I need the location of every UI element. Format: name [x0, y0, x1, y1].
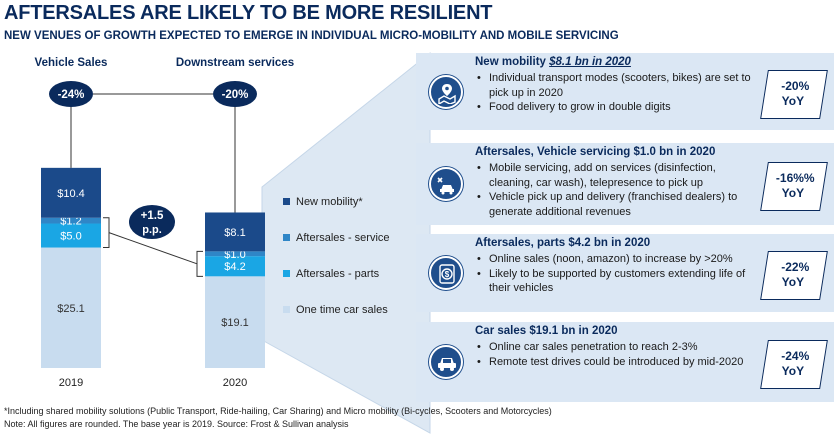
bar-2020-2: [205, 251, 265, 257]
legend-swatch: [283, 234, 290, 241]
legend-label: Aftersales - service: [296, 232, 390, 244]
legend-label: New mobility*: [296, 196, 363, 208]
gain-value: +1.5: [141, 210, 164, 222]
legend-label: One time car sales: [296, 304, 388, 316]
gain-connector: [108, 232, 198, 265]
gain-unit: p.p.: [142, 224, 162, 236]
card-heading-text: Aftersales, parts $4.2 bn in 2020: [475, 237, 651, 249]
insight-card: New mobility $8.1 bn in 2020 Individual t…: [416, 53, 834, 130]
card-bullets: Online sales (noon, amazon) to increase …: [475, 252, 760, 296]
card-heading-text: Car sales $19.1 bn in 2020: [475, 325, 618, 337]
card-bullets: Online car sales penetration to reach 2-…: [475, 340, 760, 369]
bar-label: $1.2: [60, 216, 81, 228]
change-oval: [49, 81, 93, 107]
column-header-vehicle-sales: Vehicle Sales: [35, 57, 108, 69]
card-heading: Car sales $19.1 bn in 2020: [475, 325, 618, 337]
bar-2020-3: [205, 212, 265, 252]
bracket-2019: [103, 217, 110, 249]
bar-label: $5.0: [60, 231, 81, 243]
card-bullet: Food delivery to grow in double digits: [475, 100, 760, 115]
parts-dollar-icon: $: [429, 256, 463, 290]
yoy-value: -24%: [781, 349, 810, 363]
x-tick-label: 2019: [59, 377, 83, 389]
bar-label: $4.2: [224, 261, 245, 273]
bar-2020-1: [205, 256, 265, 277]
yoy-box: -20% YoY: [760, 70, 828, 119]
card-bullets: Mobile servicing, add on services (disin…: [475, 161, 760, 219]
bar-label: $8.1: [224, 227, 245, 239]
gain-oval: [129, 205, 175, 239]
yoy-value: -16%%: [775, 171, 815, 185]
yoy-box: -16%% YoY: [760, 162, 828, 211]
yoy-value: -20%: [781, 79, 810, 93]
legend-swatch: [283, 198, 290, 205]
yoy-box: -24% YoY: [760, 340, 828, 389]
insight-card: $ Aftersales, parts $4.2 bn in 2020 Online…: [416, 234, 834, 312]
legend-label: Aftersales - parts: [296, 268, 380, 280]
yoy-label: YoY: [781, 275, 805, 289]
card-bullet: Online sales (noon, amazon) to increase …: [475, 252, 760, 267]
yoy-label: YoY: [781, 364, 805, 378]
card-heading: New mobility $8.1 bn in 2020: [475, 56, 631, 68]
column-header-downstream: Downstream services: [176, 57, 294, 69]
change-label: -24%: [58, 89, 85, 101]
legend-swatch: [283, 270, 290, 277]
card-heading-text: Aftersales, Vehicle servicing $1.0 bn in…: [475, 146, 716, 158]
card-heading-text: New mobility: [475, 56, 550, 68]
card-bullet: Likely to be supported by customers exte…: [475, 267, 760, 296]
card-heading: Aftersales, parts $4.2 bn in 2020: [475, 237, 650, 249]
map-pin-icon: [429, 75, 463, 109]
bar-label: $1.0: [224, 249, 245, 261]
card-bullets: Individual transport modes (scooters, bi…: [475, 71, 760, 115]
card-bullet: Individual transport modes (scooters, bi…: [475, 71, 760, 100]
svg-text:$: $: [445, 270, 450, 279]
bar-2019-2: [41, 217, 101, 224]
car-service-icon: [429, 167, 463, 201]
change-label: -20%: [222, 89, 249, 101]
bar-label: $10.4: [57, 188, 85, 200]
bar-2019-1: [41, 223, 101, 248]
card-heading: Aftersales, Vehicle servicing $1.0 bn in…: [475, 146, 715, 158]
page-subtitle: NEW VENUES OF GROWTH EXPECTED TO EMERGE …: [4, 30, 619, 42]
yoy-value: -22%: [781, 260, 810, 274]
insight-card: Aftersales, Vehicle servicing $1.0 bn in…: [416, 143, 834, 225]
x-tick-label: 2020: [223, 377, 247, 389]
bar-label: $25.1: [57, 303, 85, 315]
footnote-1: *Including shared mobility solutions (Pu…: [4, 406, 552, 416]
car-icon: [429, 345, 463, 379]
card-bullet: Vehicle pick up and delivery (franchised…: [475, 190, 760, 219]
bar-2019-3: [41, 167, 101, 218]
bar-label: $19.1: [221, 317, 249, 329]
page-title: AFTERSALES ARE LIKELY TO BE MORE RESILIE…: [4, 2, 493, 24]
footnote-2: Note: All figures are rounded. The base …: [4, 419, 349, 429]
bar-2020-0: [205, 276, 265, 368]
yoy-label: YoY: [781, 186, 805, 200]
card-heading-amount: $8.1 bn in 2020: [549, 56, 631, 68]
yoy-box: -22% YoY: [760, 251, 828, 300]
bracket-2020: [196, 250, 203, 277]
bar-2019-0: [41, 247, 101, 368]
card-bullet: Remote test drives could be introduced b…: [475, 355, 760, 370]
card-bullet: Mobile servicing, add on services (disin…: [475, 161, 760, 190]
card-bullet: Online car sales penetration to reach 2-…: [475, 340, 760, 355]
legend-swatch: [283, 306, 290, 313]
insight-card: Car sales $19.1 bn in 2020 Online car sal…: [416, 322, 834, 402]
yoy-label: YoY: [781, 94, 805, 108]
change-oval: [213, 81, 257, 107]
